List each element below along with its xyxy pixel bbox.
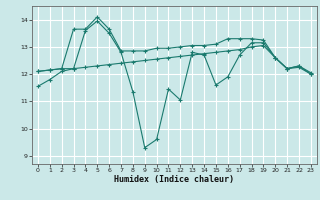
X-axis label: Humidex (Indice chaleur): Humidex (Indice chaleur)	[115, 175, 234, 184]
